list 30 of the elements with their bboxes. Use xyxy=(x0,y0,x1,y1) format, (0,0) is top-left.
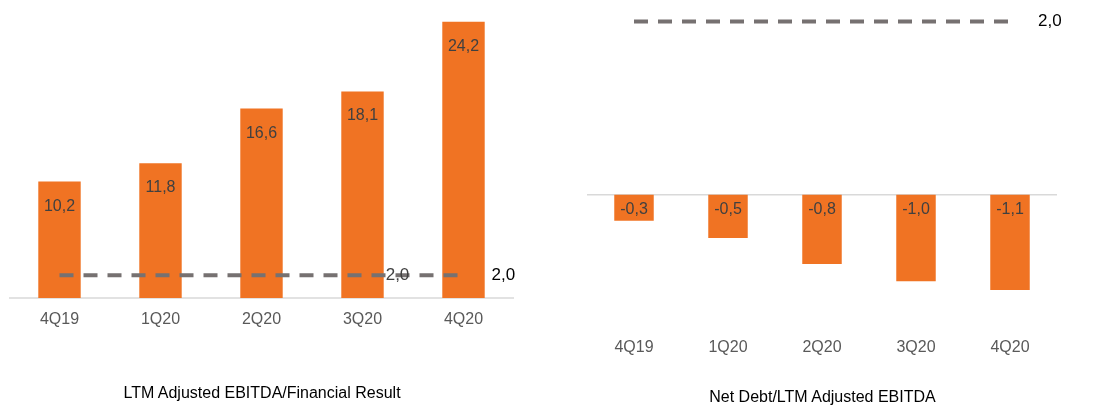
data-label: -0,8 xyxy=(808,199,836,217)
x-tick-label: 1Q20 xyxy=(708,337,748,355)
x-tick-label: 4Q20 xyxy=(990,337,1030,355)
bar xyxy=(38,181,81,298)
bar xyxy=(240,108,283,298)
data-label: -0,5 xyxy=(714,199,742,217)
x-tick-label: 4Q19 xyxy=(614,337,654,355)
x-axis-title: LTM Adjusted EBITDA/Financial Result xyxy=(123,383,402,401)
data-label: 24,2 xyxy=(447,36,480,54)
annotation: 2,0 xyxy=(385,265,410,285)
data-label: 16,6 xyxy=(245,123,278,141)
data-label: 18,1 xyxy=(346,106,379,124)
x-tick-label: 4Q20 xyxy=(443,309,484,327)
ref-line-label: 2,0 xyxy=(1038,11,1062,31)
data-label: -0,3 xyxy=(620,199,648,217)
data-label: 11,8 xyxy=(145,178,176,196)
x-tick-label: 3Q20 xyxy=(342,309,383,327)
x-tick-label: 2Q20 xyxy=(241,309,282,327)
x-tick-label: 1Q20 xyxy=(140,309,181,327)
x-tick-label: 3Q20 xyxy=(896,337,936,355)
data-label: -1,0 xyxy=(902,199,930,217)
x-tick-label: 4Q19 xyxy=(39,309,80,327)
data-label: -1,1 xyxy=(996,199,1024,217)
bar xyxy=(341,91,384,298)
bar xyxy=(442,21,485,298)
data-label: 10,2 xyxy=(43,196,76,214)
bar xyxy=(139,163,182,298)
x-tick-label: 2Q20 xyxy=(802,337,842,355)
x-axis-title: Net Debt/LTM Adjusted EBITDA xyxy=(709,387,937,405)
ref-line-label: 2,0 xyxy=(491,265,516,285)
